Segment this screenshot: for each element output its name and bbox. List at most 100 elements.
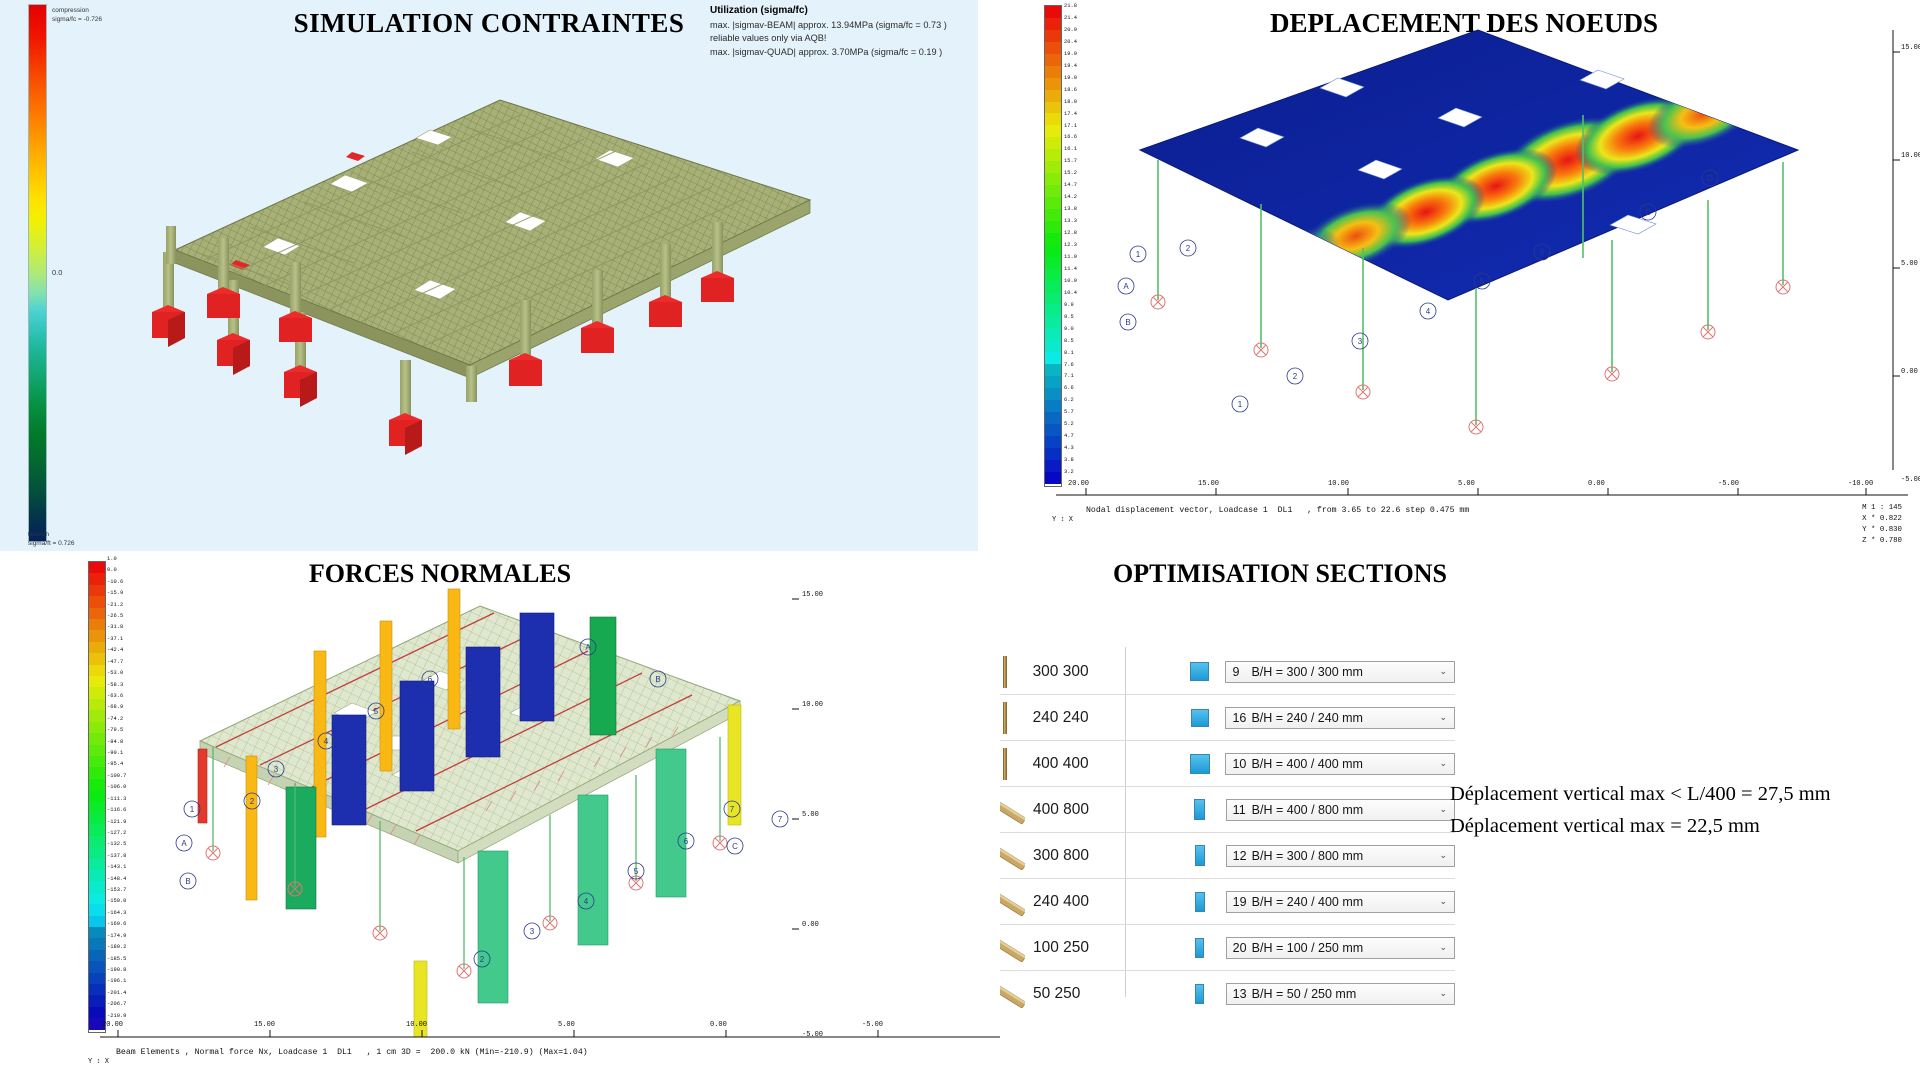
section-row: 400 800 11 B/H = 400 / 800 mm ⌄ <box>1000 787 1455 833</box>
displacement-colorbar-tick-label: 5.7 <box>1064 409 1074 416</box>
chevron-down-icon[interactable]: ⌄ <box>1439 941 1447 952</box>
displacement-colorbar-tick-label: 15.7 <box>1064 158 1077 165</box>
section-swatch-cell[interactable] <box>1174 891 1225 912</box>
forces-colorbar-tick-label: -47.7 <box>107 658 124 665</box>
chevron-down-icon[interactable]: ⌄ <box>1439 711 1447 722</box>
section-dropdown[interactable]: 10 B/H = 400 / 400 mm ⌄ <box>1225 752 1455 775</box>
section-swatch-cell[interactable] <box>1174 662 1225 681</box>
forces-colorbar-band <box>89 915 105 927</box>
section-size-label: 240 240 <box>1032 708 1089 726</box>
svg-text:4: 4 <box>584 897 589 906</box>
chevron-down-icon[interactable]: ⌄ <box>1439 849 1447 860</box>
section-swatch-cell[interactable] <box>1174 753 1225 774</box>
axis-tick-label: -5.00 <box>802 1031 824 1039</box>
forces-colorbar-tick-label: -143.1 <box>107 864 127 871</box>
section-swatch-cell[interactable] <box>1174 845 1225 866</box>
displacement-colorbar-tick-label: 15.2 <box>1064 170 1077 177</box>
forces-colorbar-band <box>89 641 105 654</box>
displacement-colorbar-band <box>1045 173 1061 186</box>
beam-section-icon <box>1000 887 1025 916</box>
forces-colorbar-band <box>89 824 105 836</box>
section-size-label: 240 400 <box>1033 892 1090 910</box>
section-dropdown[interactable]: 20 B/H = 100 / 250 mm ⌄ <box>1225 936 1455 959</box>
chevron-down-icon[interactable]: ⌄ <box>1439 757 1447 768</box>
svg-text:B: B <box>655 675 660 684</box>
section-swatch-cell[interactable] <box>1174 983 1225 1004</box>
displacement-colorbar-tick-label: 10.9 <box>1064 277 1077 284</box>
section-swatch-cell[interactable] <box>1174 799 1225 820</box>
section-dropdown[interactable]: 11 B/H = 400 / 800 mm ⌄ <box>1225 798 1455 821</box>
forces-colorbar-band <box>89 698 105 711</box>
svg-text:3: 3 <box>274 765 279 774</box>
axis-tick-label: 15.00 <box>1198 480 1220 488</box>
forces-colorbar-band <box>89 835 105 848</box>
displacement-colorbar-band <box>1045 459 1061 472</box>
section-size-label: 400 400 <box>1032 754 1089 772</box>
section-size-label: 400 800 <box>1033 800 1090 818</box>
displacement-colorbar-band <box>1045 137 1061 150</box>
displacement-colorbar-band <box>1045 65 1061 78</box>
section-dropdown-number: 11 <box>1232 802 1246 817</box>
chevron-down-icon[interactable]: ⌄ <box>1439 665 1447 676</box>
section-dropdown-number: 13 <box>1232 986 1247 1001</box>
svg-text:3: 3 <box>530 927 535 936</box>
section-swatch-cell[interactable] <box>1174 937 1225 958</box>
displacement-colorbar-tick-label: 11.4 <box>1064 265 1077 272</box>
forces-colorbar-band <box>89 710 105 722</box>
displacement-colorbar-tick-label: 4.3 <box>1064 445 1074 452</box>
forces-colorbar-tick-label: -132.5 <box>107 841 127 848</box>
displacement-colorbar-tick-label: 9.9 <box>1064 301 1074 308</box>
section-swatch-cell[interactable] <box>1174 708 1225 727</box>
displacement-colorbar-band <box>1045 220 1061 233</box>
stress-colorbar-top-line2: sigma/fc = -0.726 <box>52 16 103 24</box>
chevron-down-icon[interactable]: ⌄ <box>1439 895 1447 906</box>
utilization-line-2: reliable values only via AQB! <box>710 33 827 44</box>
section-dropdown[interactable]: 13 B/H = 50 / 250 mm ⌄ <box>1225 982 1455 1005</box>
displacement-panel: DEPLACEMENT DES NOEUDS 21.8 21.4 20.9 20.4 1… <box>1008 0 1920 551</box>
section-color-swatch[interactable] <box>1189 753 1210 774</box>
section-color-swatch[interactable] <box>1195 937 1205 958</box>
axis-tick-label: 15.00 <box>254 1021 276 1029</box>
section-color-swatch[interactable] <box>1190 662 1210 681</box>
displacement-colorbar-tick-label: 19.4 <box>1064 62 1077 69</box>
axis-tick-label: 5.00 <box>1901 260 1918 268</box>
section-color-swatch[interactable] <box>1194 891 1205 912</box>
section-dropdown[interactable]: 9 B/H = 300 / 300 mm ⌄ <box>1225 660 1455 683</box>
displacement-colorbar-tick-label: 13.3 <box>1064 218 1077 225</box>
forces-colorbar-tick-label: -10.6 <box>107 578 124 585</box>
forces-colorbar-tick-label: -74.2 <box>107 715 124 722</box>
forces-colorbar-band <box>89 733 105 745</box>
svg-text:6: 6 <box>684 837 689 846</box>
section-color-swatch[interactable] <box>1194 799 1206 820</box>
displacement-colorbar-tick-label: 20.4 <box>1064 38 1077 45</box>
section-row: 50 250 13 B/H = 50 / 250 mm ⌄ <box>1000 971 1455 1016</box>
displacement-colorbar-tick-label: 14.2 <box>1064 194 1077 201</box>
stress-colorbar <box>28 4 47 542</box>
section-color-swatch[interactable] <box>1195 983 1205 1004</box>
forces-colorbar-band <box>89 972 105 985</box>
section-row: 400 400 10 B/H = 400 / 400 mm ⌄ <box>1000 741 1455 787</box>
section-color-swatch[interactable] <box>1194 845 1205 866</box>
svg-text:2: 2 <box>1186 244 1191 253</box>
displacement-corner-info: M 1 : 145 X * 0.822 Y * 0.830 Z * 0.780 <box>1862 504 1902 546</box>
forces-colorbar-band <box>89 812 105 825</box>
forces-colorbar-band <box>89 847 105 859</box>
chevron-down-icon[interactable]: ⌄ <box>1439 803 1447 814</box>
stress-colorbar-bot-line1: tension <box>28 531 49 538</box>
forces-colorbar-band <box>89 562 105 574</box>
displacement-colorbar-band <box>1045 101 1061 114</box>
stress-3d-model <box>152 99 812 455</box>
forces-colorbar-tick-label: -148.4 <box>107 875 127 882</box>
stress-panel-title: SIMULATION CONTRAINTES <box>293 8 685 38</box>
forces-colorbar-tick-label: -58.3 <box>107 681 124 688</box>
section-color-swatch[interactable] <box>1190 708 1209 727</box>
section-dropdown[interactable]: 12 B/H = 300 / 800 mm ⌄ <box>1225 844 1455 867</box>
displacement-colorbar-tick-label: 14.7 <box>1064 182 1077 189</box>
svg-text:1: 1 <box>190 805 195 814</box>
chevron-down-icon[interactable]: ⌄ <box>1439 987 1447 998</box>
displacement-colorbar-tick-label: 3.8 <box>1064 457 1074 464</box>
section-dropdown[interactable]: 16 B/H = 240 / 240 mm ⌄ <box>1225 706 1455 729</box>
forces-colorbar-band <box>89 778 105 791</box>
section-dropdown[interactable]: 19 B/H = 240 / 400 mm ⌄ <box>1225 890 1455 913</box>
axis-tick-label: 5.00 <box>558 1021 575 1029</box>
